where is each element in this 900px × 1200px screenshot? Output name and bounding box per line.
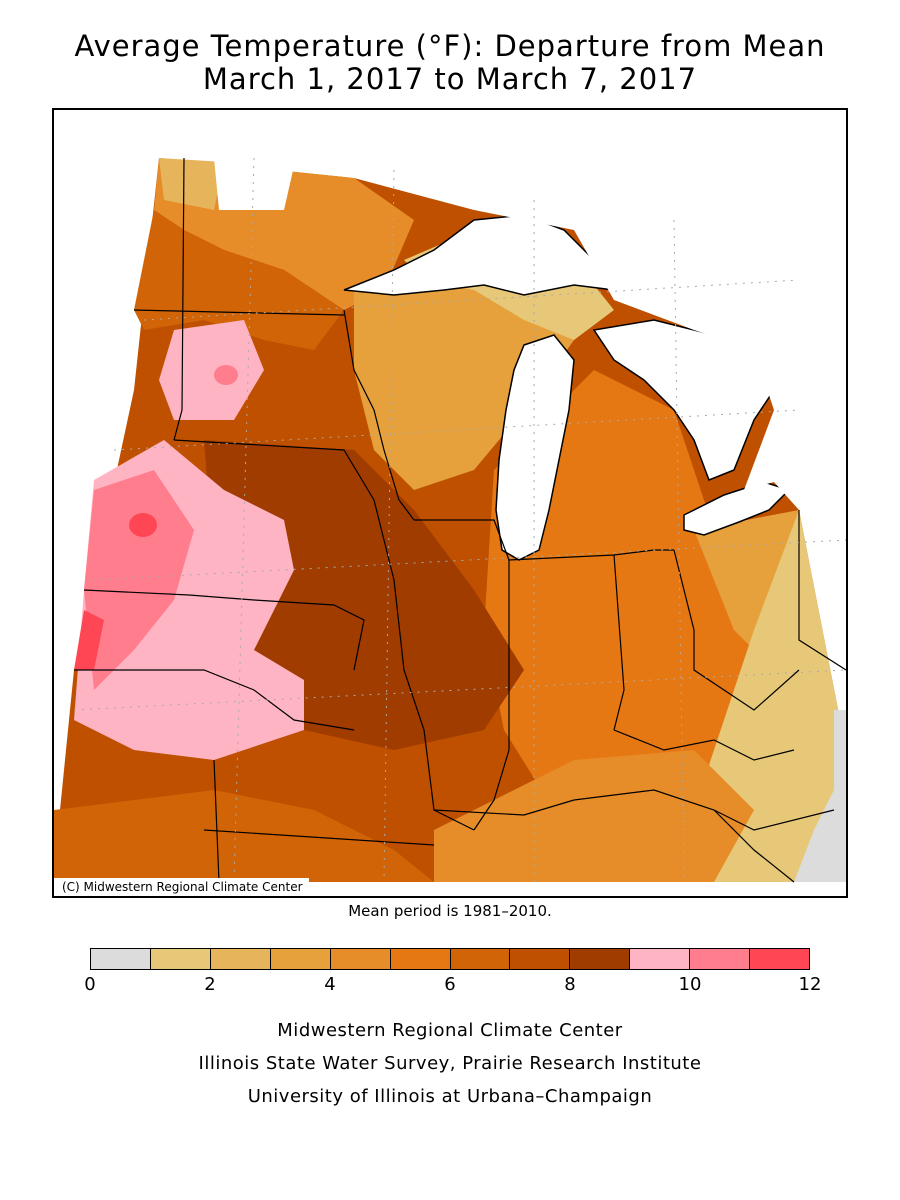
legend-swatch-10-11 [690,949,751,969]
credit-line-uiuc: University of Illinois at Urbana–Champai… [247,1086,653,1107]
temperature-departure-map [54,150,846,883]
legend-tick-label: 8 [564,974,576,995]
credit-line-isws: Illinois State Water Survey, Prairie Res… [198,1053,702,1074]
legend-swatch-3-4 [270,949,331,969]
map-date-range: March 1, 2017 to March 7, 2017 [202,62,698,96]
map-title: Average Temperature (°F): Departure from… [74,29,826,63]
legend-swatch-7-8 [510,949,571,969]
legend-swatch-11-12 [750,949,810,969]
band-nebraska-deep [74,513,157,670]
state-boundaries [74,157,846,883]
legend-tick-label: 10 [678,974,702,995]
north-dakota-notch [214,158,294,210]
band-michigan-indiana [484,370,794,830]
lake-erie [683,481,791,536]
band-far-north [159,158,224,210]
graticule [73,157,846,883]
legend-swatch-5-6 [390,949,451,969]
band-kentucky [434,750,754,882]
map-panel: (C) Midwestern Regional Climate Center [52,108,848,898]
band-southwest [54,790,434,882]
credit-line-mrcc: Midwestern Regional Climate Center [277,1020,623,1041]
legend-swatch-2-3 [210,949,271,969]
band-nebraska-red [84,470,194,690]
band-sd-pink [159,320,264,420]
legend-tick-label: 2 [204,974,216,995]
color-legend-bar [90,948,810,970]
legend-tick-label: 0 [84,974,96,995]
canada-land [214,150,799,510]
band-wisconsin [354,260,574,490]
copyright-label: (C) Midwestern Regional Climate Center [54,878,309,896]
legend-swatch-4-5 [330,949,391,969]
legend-swatch-1-2 [150,949,211,969]
color-legend-ticks: 0 2 4 6 8 10 12 [84,974,821,998]
legend-swatch-9-10 [630,949,691,969]
legend-tick-label: 6 [444,974,456,995]
lake-michigan [495,334,575,561]
legend-swatch-0-1 [91,949,151,969]
mean-period-note: Mean period is 1981–2010. [348,902,552,920]
legend-tick-label: 12 [798,974,822,995]
legend-swatch-8-9 [570,949,631,969]
band-far-east [794,710,846,882]
band-north-dakota-edge [134,210,344,350]
band-sd-pink-dot [214,365,238,385]
legend-swatch-6-7 [450,949,511,969]
legend-tick-label: 4 [324,974,336,995]
